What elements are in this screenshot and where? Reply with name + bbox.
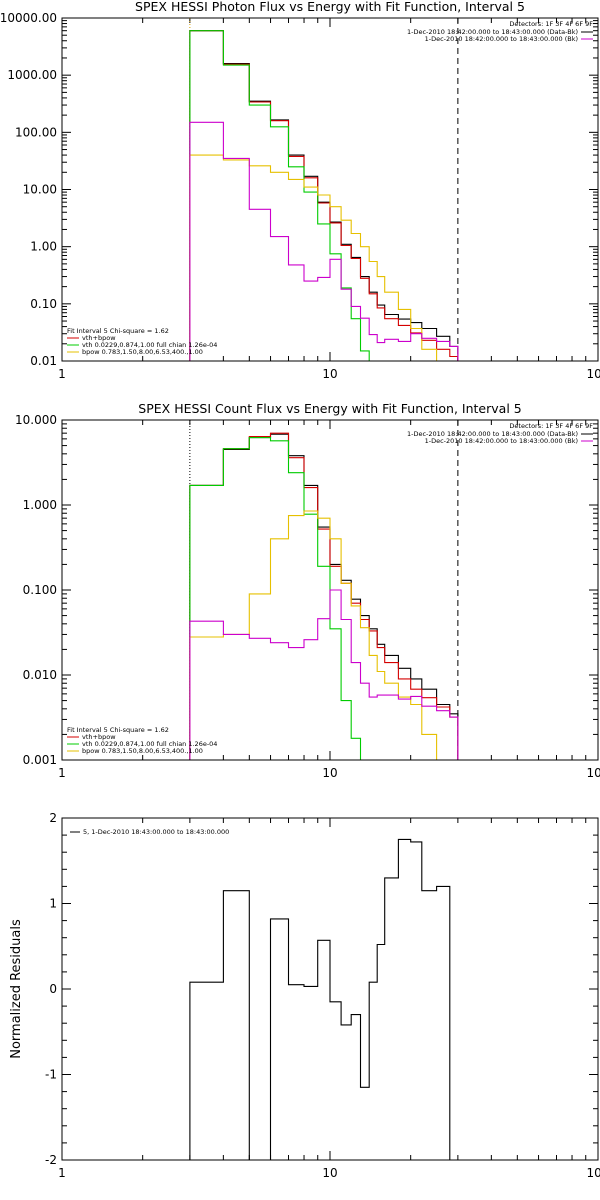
y-tick-label: 1 — [49, 897, 57, 911]
series-bpow-line — [189, 510, 458, 760]
series-bk-line — [189, 121, 459, 361]
y-tick-label: 0.010 — [23, 668, 57, 682]
y-tick-label: -1 — [45, 1068, 57, 1082]
plot-data — [189, 432, 459, 760]
y-tick-label: 0.01 — [30, 354, 57, 368]
y-tick-label: 1.000 — [23, 498, 57, 512]
plot-data — [189, 838, 458, 1160]
series-vth-line — [189, 30, 458, 361]
series-total-line — [189, 30, 459, 361]
detectors-label: Detectors: 1F 3F 4F 6F 9F — [509, 422, 593, 430]
y-tick-label: 0.100 — [23, 583, 57, 597]
y-tick-label: 1.00 — [30, 240, 57, 254]
plot-frame — [61, 17, 599, 362]
x-tick-label: 100 — [587, 766, 600, 780]
chart-panel-3: Normalized Residuals110100210-1-25, 1-De… — [9, 811, 600, 1180]
x-tick-label: 10 — [322, 367, 337, 381]
series-vth-line — [189, 437, 458, 760]
legend-entry: 5, 1-Dec-2010 18:43:00.000 to 18:43:00.0… — [83, 828, 229, 836]
chart-title: SPEX HESSI Count Flux vs Energy with Fit… — [138, 401, 521, 416]
time-interval-label: 1-Dec-2010 18:42:00.000 to 18:43:00.000 … — [425, 35, 578, 43]
series-residuals-line — [189, 838, 458, 1160]
y-tick-label: 0 — [49, 982, 57, 996]
series-data-line — [189, 433, 459, 760]
series-total-line — [189, 432, 459, 760]
x-tick-label: 100 — [587, 1166, 600, 1180]
plot-frame — [61, 817, 599, 1161]
x-tick-label: 1 — [58, 766, 66, 780]
time-interval-label: 1-Dec-2010 18:42:00.000 to 18:43:00.000 … — [407, 28, 578, 36]
y-tick-label: 10.000 — [15, 413, 57, 427]
series-bpow-line — [189, 154, 458, 361]
time-interval-label: 1-Dec-2010 18:42:00.000 to 18:43:00.000 … — [407, 430, 578, 438]
time-interval-label: 1-Dec-2010 18:42:00.000 to 18:43:00.000 … — [425, 437, 578, 445]
y-tick-label: 0.001 — [23, 753, 57, 767]
chart-title: SPEX HESSI Photon Flux vs Energy with Fi… — [135, 0, 525, 14]
series-data-line — [189, 30, 459, 361]
legend-entry: vth 0.0229,0.874,1.00 full chian 1.26e-0… — [82, 740, 217, 748]
y-tick-label: 1000.00 — [7, 68, 57, 82]
chart-panel-2: SPEX HESSI Count Flux vs Energy with Fit… — [15, 401, 600, 780]
plot-frame — [61, 419, 599, 761]
axis-ticks — [61, 17, 599, 362]
y-tick-label: 10000.00 — [0, 11, 57, 25]
legend-entry: vth+bpow — [82, 334, 116, 342]
legend-entry: bpow 0.783,1.50,8.00,6.53,400.,1.00 — [82, 747, 203, 755]
plot-data — [189, 30, 459, 361]
series-bk-line — [189, 589, 459, 760]
detectors-label: Detectors: 1F 3F 4F 6F 9F — [509, 20, 593, 28]
fit-legend-header: Fit Interval 5 Chi-square = 1.62 — [67, 327, 169, 335]
y-tick-label: 10.00 — [23, 183, 57, 197]
x-tick-label: 100 — [587, 367, 600, 381]
y-tick-label: 100.00 — [15, 125, 57, 139]
legend-entry: bpow 0.783,1.50,8.00,6.53,400.,1.00 — [82, 348, 203, 356]
chart-panel-1: SPEX HESSI Photon Flux vs Energy with Fi… — [0, 0, 600, 381]
x-tick-label: 10 — [322, 1166, 337, 1180]
y-tick-label: 2 — [49, 811, 57, 825]
x-tick-label: 1 — [58, 1166, 66, 1180]
fit-legend-header: Fit Interval 5 Chi-square = 1.62 — [67, 726, 169, 734]
legend-entry: vth+bpow — [82, 733, 116, 741]
y-tick-label: -2 — [45, 1153, 57, 1167]
x-tick-label: 10 — [322, 766, 337, 780]
legend-entry: vth 0.0229,0.874,1.00 full chian 1.26e-0… — [82, 341, 217, 349]
x-tick-label: 1 — [58, 367, 66, 381]
y-tick-label: 0.10 — [30, 297, 57, 311]
y-axis-label: Normalized Residuals — [9, 919, 24, 1059]
